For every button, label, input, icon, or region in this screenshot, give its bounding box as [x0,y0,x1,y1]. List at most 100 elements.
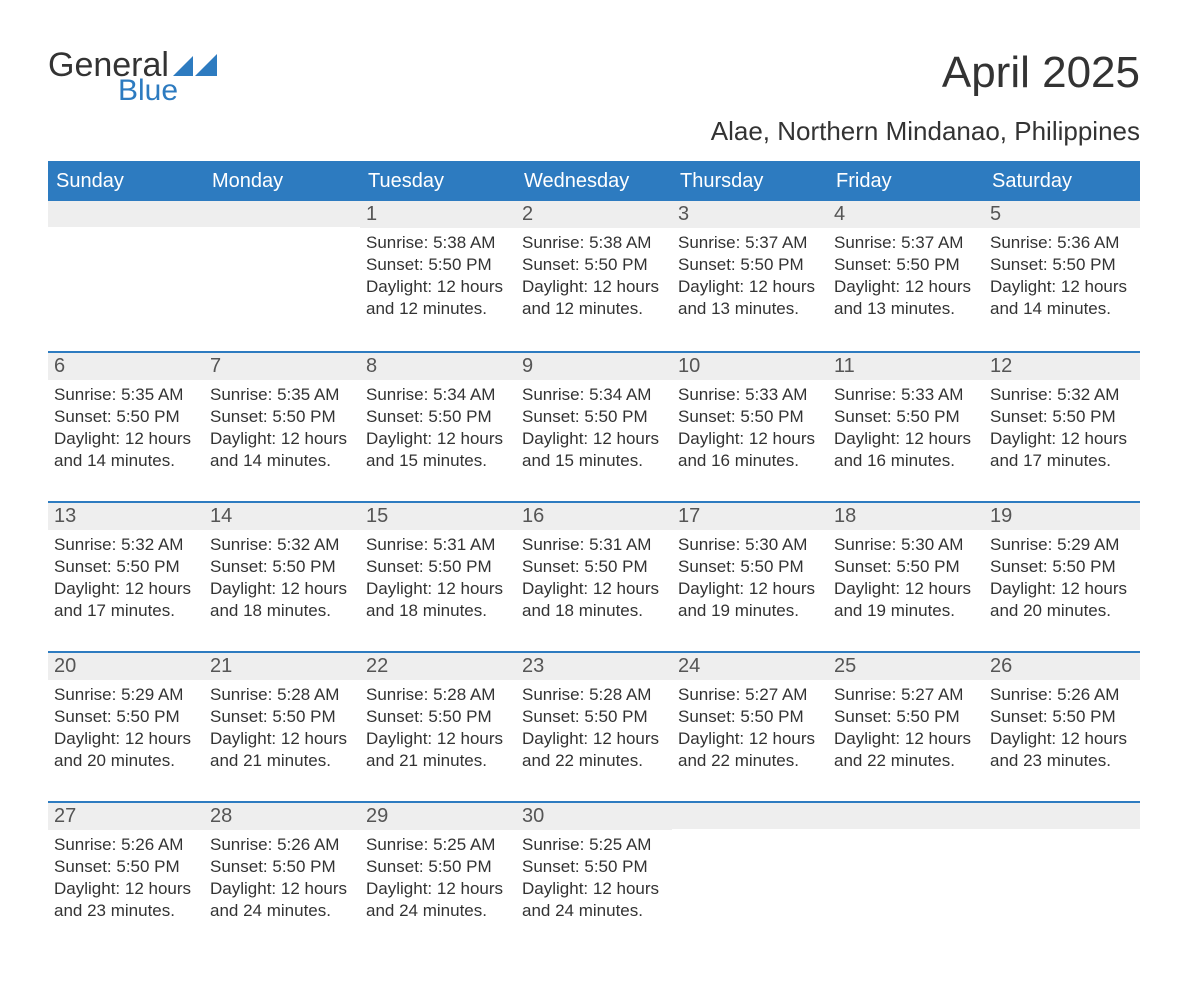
day-number: 3 [672,201,828,228]
day-number: 12 [984,353,1140,380]
sunrise-line: Sunrise: 5:25 AM [522,834,666,856]
weekday-header: Friday [828,164,984,201]
daylight-line: Daylight: 12 hours and 13 minutes. [834,276,978,320]
week-row: 27Sunrise: 5:26 AMSunset: 5:50 PMDayligh… [48,801,1140,951]
day-cell: 1Sunrise: 5:38 AMSunset: 5:50 PMDaylight… [360,201,516,351]
daylight-line: Daylight: 12 hours and 18 minutes. [522,578,666,622]
logo: General Blue [48,48,217,106]
sunrise-line: Sunrise: 5:36 AM [990,232,1134,254]
sunset-line: Sunset: 5:50 PM [990,706,1134,728]
day-number: 17 [672,503,828,530]
daylight-line: Daylight: 12 hours and 14 minutes. [990,276,1134,320]
calendar-page: General Blue April 2025 Alae, Northern M… [0,0,1188,991]
day-number: 8 [360,353,516,380]
day-number: 10 [672,353,828,380]
daylight-line: Daylight: 12 hours and 20 minutes. [990,578,1134,622]
sunset-line: Sunset: 5:50 PM [210,706,354,728]
day-number: 22 [360,653,516,680]
daylight-line: Daylight: 12 hours and 12 minutes. [366,276,510,320]
sunset-line: Sunset: 5:50 PM [366,254,510,276]
logo-word-blue: Blue [118,76,217,106]
day-cell: 23Sunrise: 5:28 AMSunset: 5:50 PMDayligh… [516,653,672,801]
day-body: Sunrise: 5:32 AMSunset: 5:50 PMDaylight:… [48,530,204,636]
day-cell: 27Sunrise: 5:26 AMSunset: 5:50 PMDayligh… [48,803,204,951]
weekday-header: Wednesday [516,164,672,201]
day-number [984,803,1140,829]
weekday-header: Thursday [672,164,828,201]
day-cell: 10Sunrise: 5:33 AMSunset: 5:50 PMDayligh… [672,353,828,501]
daylight-line: Daylight: 12 hours and 24 minutes. [366,878,510,922]
day-body: Sunrise: 5:28 AMSunset: 5:50 PMDaylight:… [360,680,516,786]
sunrise-line: Sunrise: 5:31 AM [522,534,666,556]
day-body: Sunrise: 5:33 AMSunset: 5:50 PMDaylight:… [672,380,828,486]
day-body: Sunrise: 5:35 AMSunset: 5:50 PMDaylight:… [204,380,360,486]
weeks-container: 1Sunrise: 5:38 AMSunset: 5:50 PMDaylight… [48,201,1140,951]
day-cell: 7Sunrise: 5:35 AMSunset: 5:50 PMDaylight… [204,353,360,501]
day-number [828,803,984,829]
day-number: 21 [204,653,360,680]
day-body: Sunrise: 5:29 AMSunset: 5:50 PMDaylight:… [48,680,204,786]
day-number: 15 [360,503,516,530]
sunset-line: Sunset: 5:50 PM [990,406,1134,428]
day-number: 9 [516,353,672,380]
location-subtitle: Alae, Northern Mindanao, Philippines [711,116,1140,147]
header-row: General Blue April 2025 Alae, Northern M… [48,48,1140,147]
day-body: Sunrise: 5:34 AMSunset: 5:50 PMDaylight:… [516,380,672,486]
day-cell: 21Sunrise: 5:28 AMSunset: 5:50 PMDayligh… [204,653,360,801]
day-number: 30 [516,803,672,830]
day-body: Sunrise: 5:33 AMSunset: 5:50 PMDaylight:… [828,380,984,486]
day-body: Sunrise: 5:35 AMSunset: 5:50 PMDaylight:… [48,380,204,486]
day-number: 27 [48,803,204,830]
sunrise-line: Sunrise: 5:34 AM [522,384,666,406]
day-number: 13 [48,503,204,530]
day-body: Sunrise: 5:36 AMSunset: 5:50 PMDaylight:… [984,228,1140,334]
day-number: 29 [360,803,516,830]
day-number: 4 [828,201,984,228]
day-body: Sunrise: 5:26 AMSunset: 5:50 PMDaylight:… [48,830,204,936]
weekday-header: Saturday [984,164,1140,201]
day-cell: 9Sunrise: 5:34 AMSunset: 5:50 PMDaylight… [516,353,672,501]
day-cell: 13Sunrise: 5:32 AMSunset: 5:50 PMDayligh… [48,503,204,651]
weekday-header: Sunday [48,164,204,201]
day-number: 14 [204,503,360,530]
sunrise-line: Sunrise: 5:37 AM [678,232,822,254]
sunrise-line: Sunrise: 5:25 AM [366,834,510,856]
sunset-line: Sunset: 5:50 PM [54,556,198,578]
sunrise-line: Sunrise: 5:38 AM [522,232,666,254]
day-cell: 15Sunrise: 5:31 AMSunset: 5:50 PMDayligh… [360,503,516,651]
day-body: Sunrise: 5:30 AMSunset: 5:50 PMDaylight:… [672,530,828,636]
daylight-line: Daylight: 12 hours and 15 minutes. [366,428,510,472]
sunrise-line: Sunrise: 5:26 AM [210,834,354,856]
day-cell: 24Sunrise: 5:27 AMSunset: 5:50 PMDayligh… [672,653,828,801]
sunrise-line: Sunrise: 5:29 AM [990,534,1134,556]
daylight-line: Daylight: 12 hours and 24 minutes. [210,878,354,922]
day-body: Sunrise: 5:28 AMSunset: 5:50 PMDaylight:… [204,680,360,786]
sunset-line: Sunset: 5:50 PM [834,254,978,276]
sunset-line: Sunset: 5:50 PM [366,556,510,578]
day-cell: 29 Sunrise: 5:25 AMSunset: 5:50 PMDayligh… [360,803,516,951]
day-cell: 25Sunrise: 5:27 AMSunset: 5:50 PMDayligh… [828,653,984,801]
daylight-line: Daylight: 12 hours and 21 minutes. [210,728,354,772]
sunset-line: Sunset: 5:50 PM [522,254,666,276]
daylight-line: Daylight: 12 hours and 14 minutes. [210,428,354,472]
day-number [204,201,360,227]
daylight-line: Daylight: 12 hours and 16 minutes. [834,428,978,472]
daylight-line: Daylight: 12 hours and 23 minutes. [54,878,198,922]
sunrise-line: Sunrise: 5:31 AM [366,534,510,556]
daylight-line: Daylight: 12 hours and 19 minutes. [834,578,978,622]
sunrise-line: Sunrise: 5:32 AM [990,384,1134,406]
day-number: 25 [828,653,984,680]
day-body: Sunrise: 5:37 AMSunset: 5:50 PMDaylight:… [828,228,984,334]
day-body: Sunrise: 5:26 AMSunset: 5:50 PMDaylight:… [204,830,360,936]
day-number: 18 [828,503,984,530]
sunset-line: Sunset: 5:50 PM [678,406,822,428]
sunset-line: Sunset: 5:50 PM [366,856,510,878]
day-cell: 18Sunrise: 5:30 AMSunset: 5:50 PMDayligh… [828,503,984,651]
day-cell-blank [828,803,984,951]
day-cell: 3Sunrise: 5:37 AMSunset: 5:50 PMDaylight… [672,201,828,351]
sunset-line: Sunset: 5:50 PM [366,706,510,728]
sunset-line: Sunset: 5:50 PM [834,706,978,728]
sunset-line: Sunset: 5:50 PM [54,856,198,878]
sunrise-line: Sunrise: 5:33 AM [834,384,978,406]
month-title: April 2025 [711,48,1140,98]
